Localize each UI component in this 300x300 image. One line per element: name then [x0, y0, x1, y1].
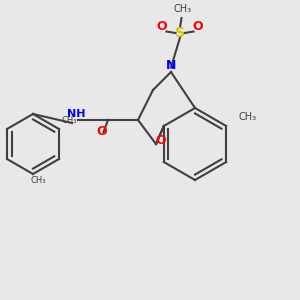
Text: NH: NH	[67, 109, 86, 119]
Text: O: O	[157, 20, 167, 33]
Text: O: O	[97, 125, 107, 138]
Text: CH₃: CH₃	[62, 116, 77, 125]
Text: N: N	[166, 59, 176, 72]
Text: CH₃: CH₃	[30, 176, 46, 185]
Text: S: S	[175, 26, 185, 40]
Text: O: O	[155, 134, 166, 147]
Text: CH₃: CH₃	[238, 112, 256, 122]
Text: CH₃: CH₃	[174, 4, 192, 14]
Text: O: O	[193, 20, 203, 33]
